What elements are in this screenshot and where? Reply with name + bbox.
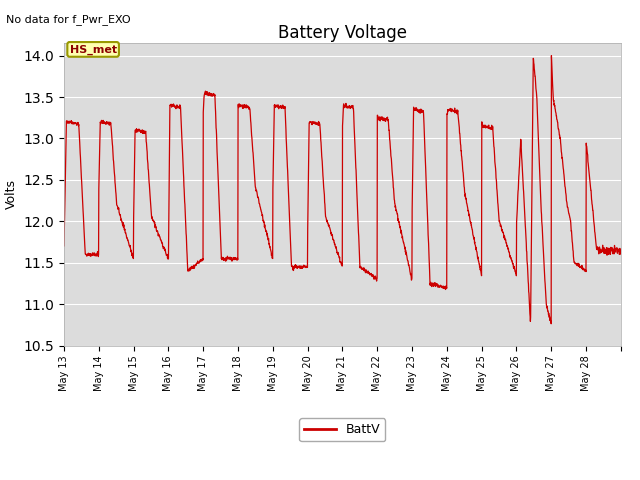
Y-axis label: Volts: Volts: [5, 180, 18, 209]
Title: Battery Voltage: Battery Voltage: [278, 24, 407, 42]
Legend: BattV: BattV: [300, 419, 385, 442]
Text: HS_met: HS_met: [70, 44, 116, 55]
Text: No data for f_Pwr_EXO: No data for f_Pwr_EXO: [6, 14, 131, 25]
